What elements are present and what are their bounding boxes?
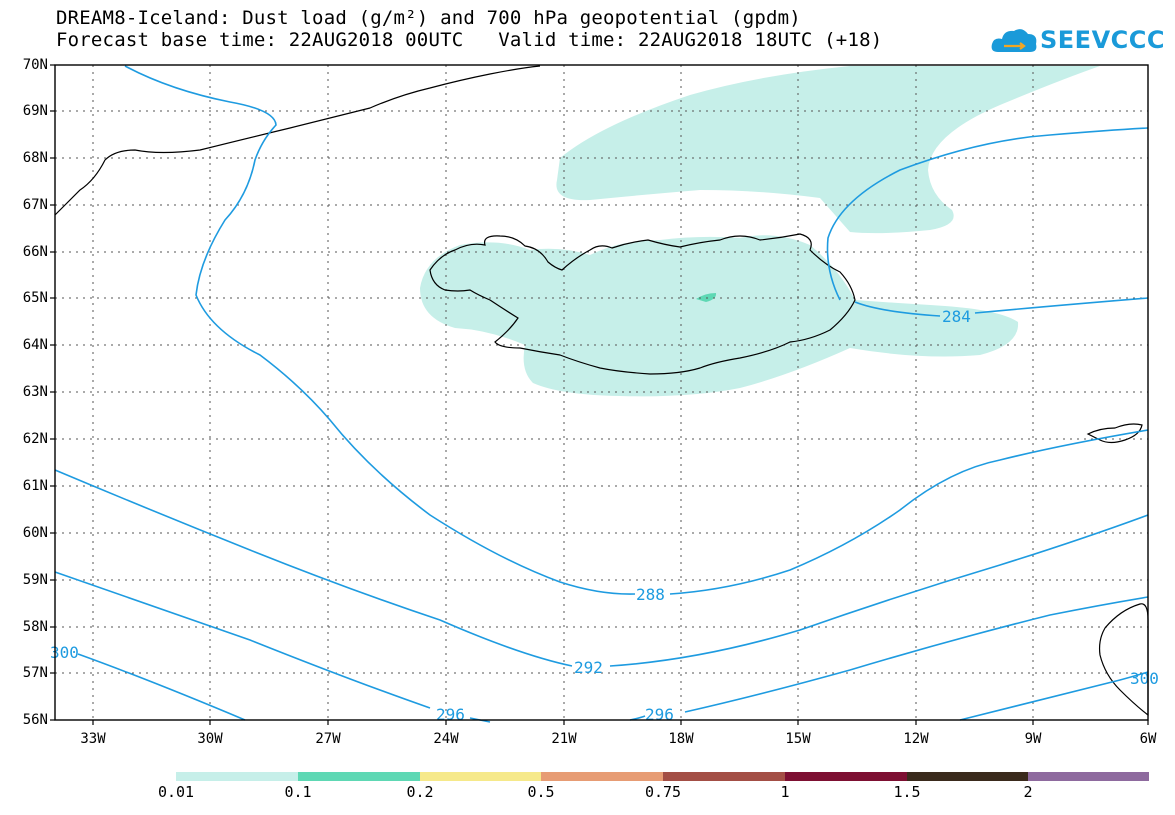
lat-label-58n: 58N — [22, 619, 48, 635]
contour-label-292: 292 — [574, 658, 603, 677]
title-line-2: Forecast base time: 22AUG2018 00UTC Vali… — [56, 29, 883, 51]
contour-label-300-b: 300 — [1130, 669, 1159, 688]
contour-label-296-b: 296 — [645, 705, 674, 724]
colorbar — [176, 772, 1149, 781]
contour-292 — [54, 469, 1149, 667]
contour-labels: 284 288 292 296 296 300 300 — [50, 307, 1159, 724]
colorbar-segment-8 — [1028, 772, 1149, 781]
coastline-scotland — [1098, 603, 1149, 717]
lon-label-6w: 6W — [1139, 731, 1157, 747]
lat-label-67n: 67N — [22, 197, 48, 213]
lon-label-21w: 21W — [551, 731, 577, 747]
lon-label-30w: 30W — [197, 731, 223, 747]
lon-label-33w: 33W — [80, 731, 106, 747]
contour-label-284: 284 — [942, 307, 971, 326]
lat-label-60n: 60N — [22, 525, 48, 541]
dust-area-iceland — [420, 235, 1019, 397]
lat-label-63n: 63N — [22, 384, 48, 400]
lat-label-65n: 65N — [22, 290, 48, 306]
colorbar-label-0-1: 0.1 — [284, 783, 312, 801]
coastline-greenland — [54, 65, 541, 216]
colorbar-label-0-5: 0.5 — [527, 783, 555, 801]
coastlines — [54, 65, 1149, 717]
contour-label-296-a: 296 — [436, 705, 465, 724]
title-line-1: DREAM8-Iceland: Dust load (g/m²) and 700… — [56, 7, 801, 29]
contour-label-300-a: 300 — [50, 643, 79, 662]
graticule — [55, 65, 1148, 720]
dust-load-areas — [420, 66, 1100, 397]
cloud-logo-icon — [991, 29, 1037, 52]
dust-area-north — [556, 66, 1100, 234]
colorbar-segment-7 — [907, 772, 1028, 781]
colorbar-label-2: 2 — [1023, 783, 1033, 801]
colorbar-segment-5 — [663, 772, 785, 781]
lat-label-56n: 56N — [22, 712, 48, 728]
colorbar-label-1-5: 1.5 — [893, 783, 921, 801]
lat-label-57n: 57N — [22, 665, 48, 681]
colorbar-segment-4 — [541, 772, 663, 781]
contour-288 — [124, 65, 1149, 595]
lat-label-62n: 62N — [22, 431, 48, 447]
colorbar-label-0-01: 0.01 — [157, 783, 195, 801]
lon-label-12w: 12W — [903, 731, 929, 747]
lon-label-15w: 15W — [785, 731, 811, 747]
geopotential-contours — [54, 65, 1149, 723]
colorbar-label-0-2: 0.2 — [406, 783, 434, 801]
lon-label-24w: 24W — [433, 731, 459, 747]
lat-label-66n: 66N — [22, 244, 48, 260]
lon-label-9w: 9W — [1024, 731, 1042, 747]
colorbar-label-1: 1 — [780, 783, 790, 801]
logo-text: SEEVCCC — [1040, 26, 1165, 54]
colorbar-label-0-75: 0.75 — [644, 783, 682, 801]
lon-label-18w: 18W — [668, 731, 694, 747]
lat-label-68n: 68N — [22, 150, 48, 166]
lon-label-27w: 27W — [315, 731, 341, 747]
colorbar-segment-2 — [298, 772, 420, 781]
coastline-iceland — [429, 233, 856, 375]
contour-296-a — [54, 571, 491, 723]
contour-label-288: 288 — [636, 585, 665, 604]
contour-300-b — [959, 671, 1149, 721]
tick-marks — [50, 64, 1149, 725]
lat-label-64n: 64N — [22, 337, 48, 353]
contour-300-a — [77, 653, 246, 721]
lat-label-59n: 59N — [22, 572, 48, 588]
colorbar-segment-6 — [785, 772, 907, 781]
lat-label-61n: 61N — [22, 478, 48, 494]
contour-284 — [826, 127, 1149, 317]
colorbar-segment-1 — [176, 772, 298, 781]
lat-label-69n: 69N — [22, 103, 48, 119]
coastline-faroes — [1086, 423, 1143, 444]
contour-296-b — [629, 596, 1149, 721]
colorbar-segment-3 — [420, 772, 541, 781]
lat-label-70n: 70N — [22, 57, 48, 73]
